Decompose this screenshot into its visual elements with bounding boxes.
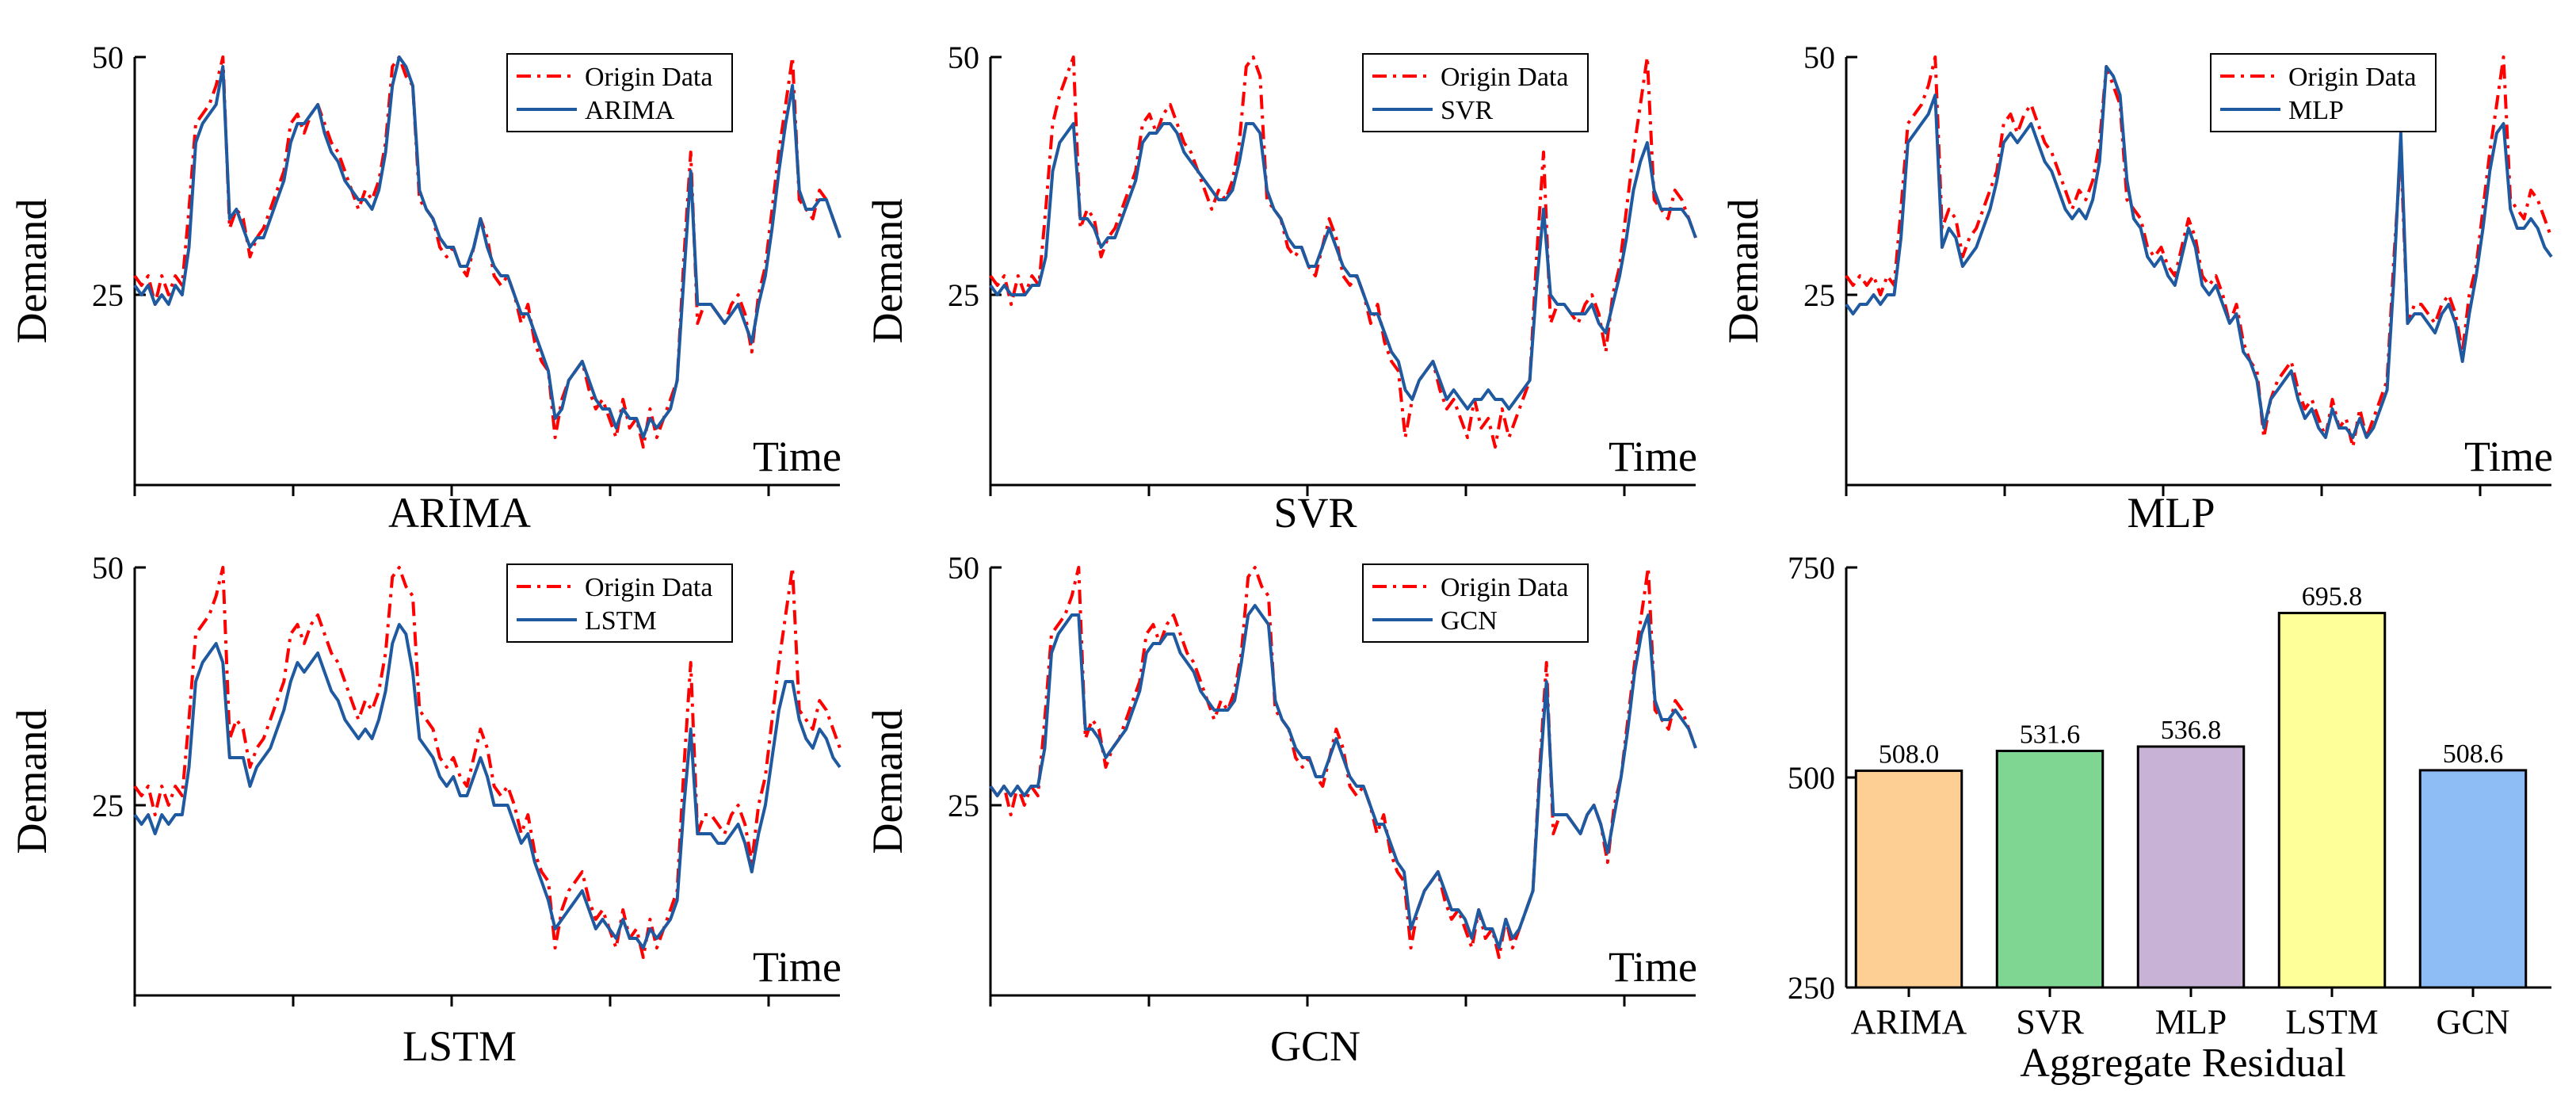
series-gcn <box>989 604 1697 949</box>
y-axis-title: Demand <box>864 709 911 854</box>
bar-value-label: 508.6 <box>2443 739 2504 769</box>
panel-title: SVR <box>1273 489 1357 537</box>
legend-box <box>506 563 733 643</box>
y-tick-label: 750 <box>1788 550 1835 586</box>
x-axis-title: Time <box>1609 433 1697 480</box>
x-tick-label: GCN <box>2437 1003 2510 1041</box>
x-tick-label: LSTM <box>2285 1003 2378 1041</box>
bar-lstm <box>2277 611 2387 989</box>
legend-box <box>1362 563 1589 643</box>
bar-arima <box>1854 770 1963 989</box>
x-axis-title: Time <box>1609 943 1697 991</box>
y-tick-label: 25 <box>948 277 979 313</box>
x-axis-title: Time <box>753 433 841 480</box>
x-tick-label: MLP <box>2155 1003 2227 1041</box>
line-chart-svr: 25 50 Demand Time SVR Origin Data SVR <box>864 40 1697 537</box>
legend-label-origin-data: Origin Data <box>1441 573 1568 602</box>
y-tick-label: 50 <box>92 550 124 586</box>
series-arima <box>133 55 841 439</box>
y-tick-label: 50 <box>1803 40 1835 75</box>
legend-label-origin-data: Origin Data <box>2288 63 2416 92</box>
panel-title: MLP <box>2127 489 2215 537</box>
series-origin-data <box>989 55 1697 449</box>
legend-label-model: GCN <box>1441 606 1498 636</box>
bar-chart-aggregate-residual: 250 500 750 508.0 ARIMA 531.6 SVR 536.8 MLP 695.8… <box>1788 550 2551 1086</box>
x-tick-label: SVR <box>2016 1003 2084 1041</box>
line-chart-arima: 25 50 Demand Time ARIMA Origin Data ARIMA <box>8 40 841 537</box>
legend: Origin Data GCN <box>1362 563 1589 643</box>
legend-box <box>506 53 733 132</box>
bar-value-label: 508.0 <box>1879 740 1940 770</box>
panel-title: LSTM <box>403 1022 517 1070</box>
legend: Origin Data MLP <box>2210 53 2437 132</box>
legend-label-model: ARIMA <box>585 96 675 125</box>
series-origin-data <box>133 55 841 449</box>
legend-label-origin-data: Origin Data <box>1441 63 1568 92</box>
panel-title: ARIMA <box>388 489 531 537</box>
line-chart-lstm: 25 50 Demand Time LSTM Origin Data LSTM <box>8 550 841 1070</box>
x-axis-title: Time <box>2464 433 2553 480</box>
y-tick-label: 50 <box>92 40 124 75</box>
legend-box <box>1362 53 1589 132</box>
x-tick-label: ARIMA <box>1851 1003 1967 1041</box>
bar-svr <box>1995 750 2105 989</box>
line-chart-gcn: 25 50 Demand Time GCN Origin Data GCN <box>864 550 1697 1070</box>
series-mlp <box>1845 65 2553 439</box>
series-origin-data <box>989 566 1697 959</box>
y-tick-label: 50 <box>948 550 979 586</box>
y-axis-title: Demand <box>864 199 911 344</box>
y-tick-label: 25 <box>92 788 124 823</box>
y-tick-label: 250 <box>1788 970 1835 1006</box>
legend-label-model: LSTM <box>585 606 657 636</box>
line-chart-mlp: 25 50 Demand Time MLP Origin Data MLP <box>1719 40 2553 537</box>
y-tick-label: 25 <box>1803 277 1835 313</box>
panel-title: GCN <box>1270 1022 1361 1070</box>
y-axis-title: Demand <box>8 709 55 854</box>
series-origin-data <box>1845 55 2553 449</box>
bar-value-label: 536.8 <box>2161 716 2222 745</box>
legend-label-origin-data: Origin Data <box>585 63 712 92</box>
legend-label-model: SVR <box>1441 96 1493 125</box>
legend-label-model: MLP <box>2288 96 2344 125</box>
y-tick-label: 50 <box>948 40 979 75</box>
legend-box <box>2210 53 2437 132</box>
series-svr <box>989 122 1697 411</box>
y-axis-title: Demand <box>1719 199 1767 344</box>
legend: Origin Data LSTM <box>506 563 733 643</box>
x-axis-title: Aggregate Residual <box>2020 1041 2346 1086</box>
y-axis-title: Demand <box>8 199 55 344</box>
legend: Origin Data ARIMA <box>506 53 733 132</box>
series-lstm <box>133 623 841 949</box>
y-tick-label: 25 <box>92 277 124 313</box>
x-axis-title: Time <box>753 943 841 991</box>
series-origin-data <box>133 566 841 959</box>
bar-gcn <box>2418 769 2528 989</box>
y-tick-label: 500 <box>1788 760 1835 796</box>
bar-value-label: 695.8 <box>2302 582 2363 611</box>
bar-mlp <box>2136 745 2246 989</box>
legend: Origin Data SVR <box>1362 53 1589 132</box>
legend-label-origin-data: Origin Data <box>585 573 712 602</box>
bar-value-label: 531.6 <box>2020 720 2081 750</box>
y-tick-label: 25 <box>948 788 979 823</box>
